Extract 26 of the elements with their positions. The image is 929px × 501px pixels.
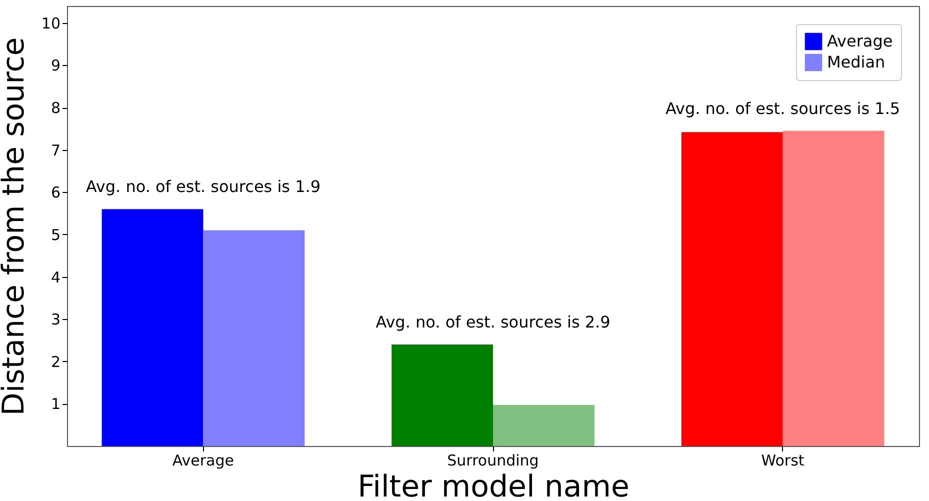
bar [392,344,493,446]
y-tick-label: 1 [50,395,60,414]
y-tick-label: 6 [50,184,60,202]
bar [681,132,783,446]
y-tick-label: 8 [50,99,60,118]
y-tick-label: 4 [50,268,60,286]
y-axis-title: Distance from the source [0,37,32,416]
annotation: Avg. no. of est. sources is 2.9 [376,312,610,332]
y-tick-label: 5 [50,226,60,244]
x-tick-label: Surrounding [447,452,539,470]
y-tick-label: 2 [50,352,60,371]
y-tick-label: 7 [50,141,60,160]
legend-label: Average [827,32,893,50]
bar [782,130,884,446]
annotation: Avg. no. of est. sources is 1.9 [86,177,321,196]
legend-label: Median [827,52,886,72]
x-tick-label: Average [172,452,234,470]
y-tick-label: 10 [41,14,60,32]
x-tick-label: Worst [761,452,804,470]
bar [203,230,305,446]
bar [493,404,594,446]
y-tick-label: 3 [50,310,60,329]
annotation: Avg. no. of est. sources is 1.5 [665,98,900,118]
x-axis-title: Filter model name [358,470,630,501]
y-tick-label: 9 [50,56,60,75]
bar [102,209,204,446]
